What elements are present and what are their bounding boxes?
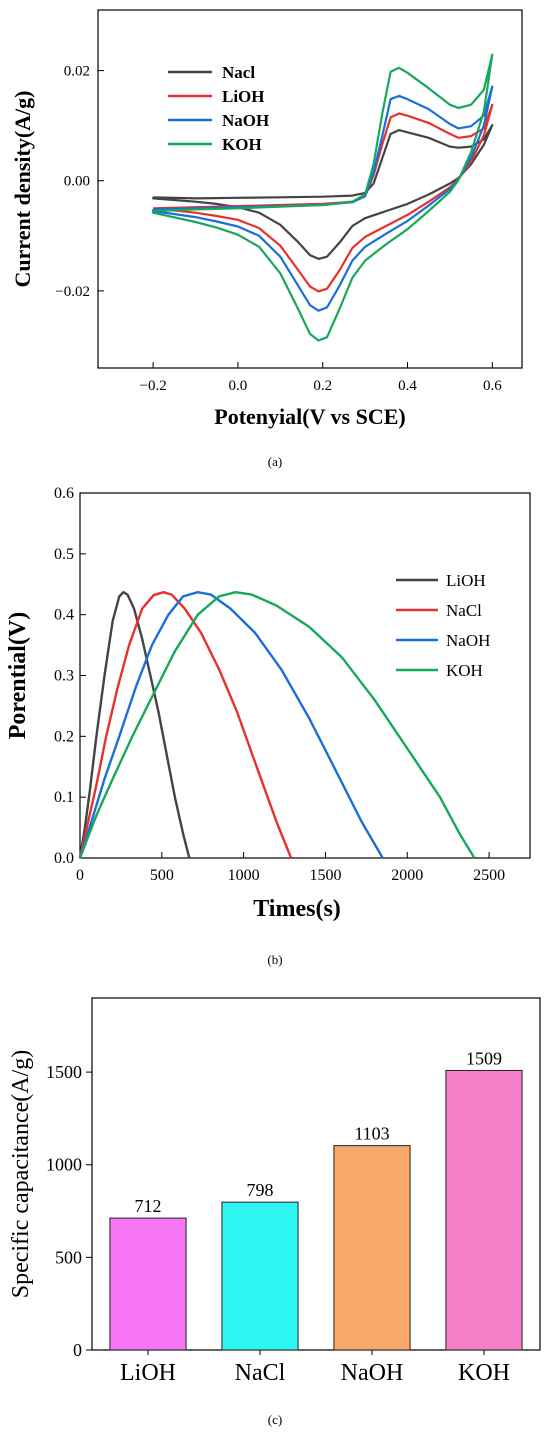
cv-chart: −0.2 0.0 0.2 0.4 0.6 −0.02 0.00 0.02 Potenyial(V… <box>10 9 523 469</box>
panel-caption: (c) <box>268 1412 282 1427</box>
y-tick-label: 0.1 <box>54 789 74 806</box>
y-tick-label: 0.02 <box>64 64 90 80</box>
panel-c: 0 500 1000 1500 Specific capacitance(A/g) 712… <box>0 970 550 1431</box>
bar-naoh <box>333 1145 411 1351</box>
x-tick-label: 2000 <box>391 867 423 884</box>
plot-frame <box>97 9 523 369</box>
x-tick-label: KOH <box>458 1360 510 1386</box>
capacitance-bar-chart: 0 500 1000 1500 Specific capacitance(A/g) 712… <box>8 997 541 1427</box>
x-tick-label: NaCl <box>235 1360 286 1386</box>
y-tick-label: 1000 <box>46 1155 82 1175</box>
legend-label: NaOH <box>222 111 269 130</box>
panel-a: −0.2 0.0 0.2 0.4 0.6 −0.02 0.00 0.02 Potenyial(V… <box>0 0 550 470</box>
x-tick-label: 1000 <box>228 867 260 884</box>
bar-lioh <box>109 1217 187 1351</box>
x-tick-label: 2500 <box>473 867 505 884</box>
y-tick-label: 500 <box>55 1247 82 1267</box>
y-tick-label: 0.6 <box>54 485 74 502</box>
x-axis-label: Times(s) <box>253 896 341 922</box>
y-tick-label: 0 <box>73 1340 82 1360</box>
x-tick-label: −0.2 <box>140 378 167 394</box>
x-tick-label: 0.2 <box>313 378 332 394</box>
y-axis-label: Porential(V) <box>5 612 31 740</box>
series-line-nacl <box>78 590 293 859</box>
x-tick-label: 0.6 <box>483 378 502 394</box>
y-tick-label: 0.0 <box>54 850 74 867</box>
y-tick-label: −0.02 <box>55 284 90 300</box>
bar-value-label: 712 <box>135 1196 162 1216</box>
x-tick-label: 0.4 <box>398 378 417 394</box>
legend-label: NaOH <box>446 631 490 650</box>
x-tick-label: 0.0 <box>229 378 248 394</box>
legend-label: KOH <box>446 661 483 680</box>
panel-caption: (a) <box>268 454 282 469</box>
bar-value-label: 1103 <box>354 1124 389 1144</box>
x-tick-label: 500 <box>150 867 174 884</box>
y-tick-label: 0.2 <box>54 728 74 745</box>
y-axis-label: Current density(A/g) <box>10 91 35 288</box>
y-tick-label: 0.3 <box>54 668 74 685</box>
series-line-lioh <box>78 590 191 859</box>
x-tick-label: 1500 <box>309 867 341 884</box>
x-tick-label: NaOH <box>341 1360 404 1386</box>
x-tick-label: 0 <box>76 867 84 884</box>
legend-label: KOH <box>222 135 262 154</box>
bar-koh <box>445 1069 523 1351</box>
y-tick-label: 1500 <box>46 1062 82 1082</box>
x-tick-label: LiOH <box>120 1360 176 1386</box>
plot-frame <box>91 997 541 1351</box>
x-axis-label: Potenyial(V vs SCE) <box>214 404 406 429</box>
series-line-koh <box>78 590 476 859</box>
y-tick-label: 0.5 <box>54 546 74 563</box>
series-line-koh <box>152 53 494 342</box>
legend-label: NaCl <box>446 601 482 620</box>
panel-caption: (b) <box>267 952 282 967</box>
bar-nacl <box>221 1201 299 1351</box>
y-tick-label: 0.00 <box>64 174 90 190</box>
y-tick-label: 0.4 <box>54 607 74 624</box>
panel-b: 0 500 1000 1500 2000 2500 0.0 0.1 0.2 0.3 0.4 0.5 0.… <box>0 470 550 970</box>
y-axis-label: Specific capacitance(A/g) <box>8 1050 34 1299</box>
bar-value-label: 1509 <box>466 1048 502 1068</box>
gcd-chart: 0 500 1000 1500 2000 2500 0.0 0.1 0.2 0.3 0.4 0.5 0.… <box>5 485 531 967</box>
legend-label: LiOH <box>446 571 486 590</box>
legend-label: Nacl <box>222 63 255 82</box>
bar-value-label: 798 <box>247 1180 274 1200</box>
series-line-naoh <box>78 590 384 859</box>
legend-label: LiOH <box>222 87 265 106</box>
